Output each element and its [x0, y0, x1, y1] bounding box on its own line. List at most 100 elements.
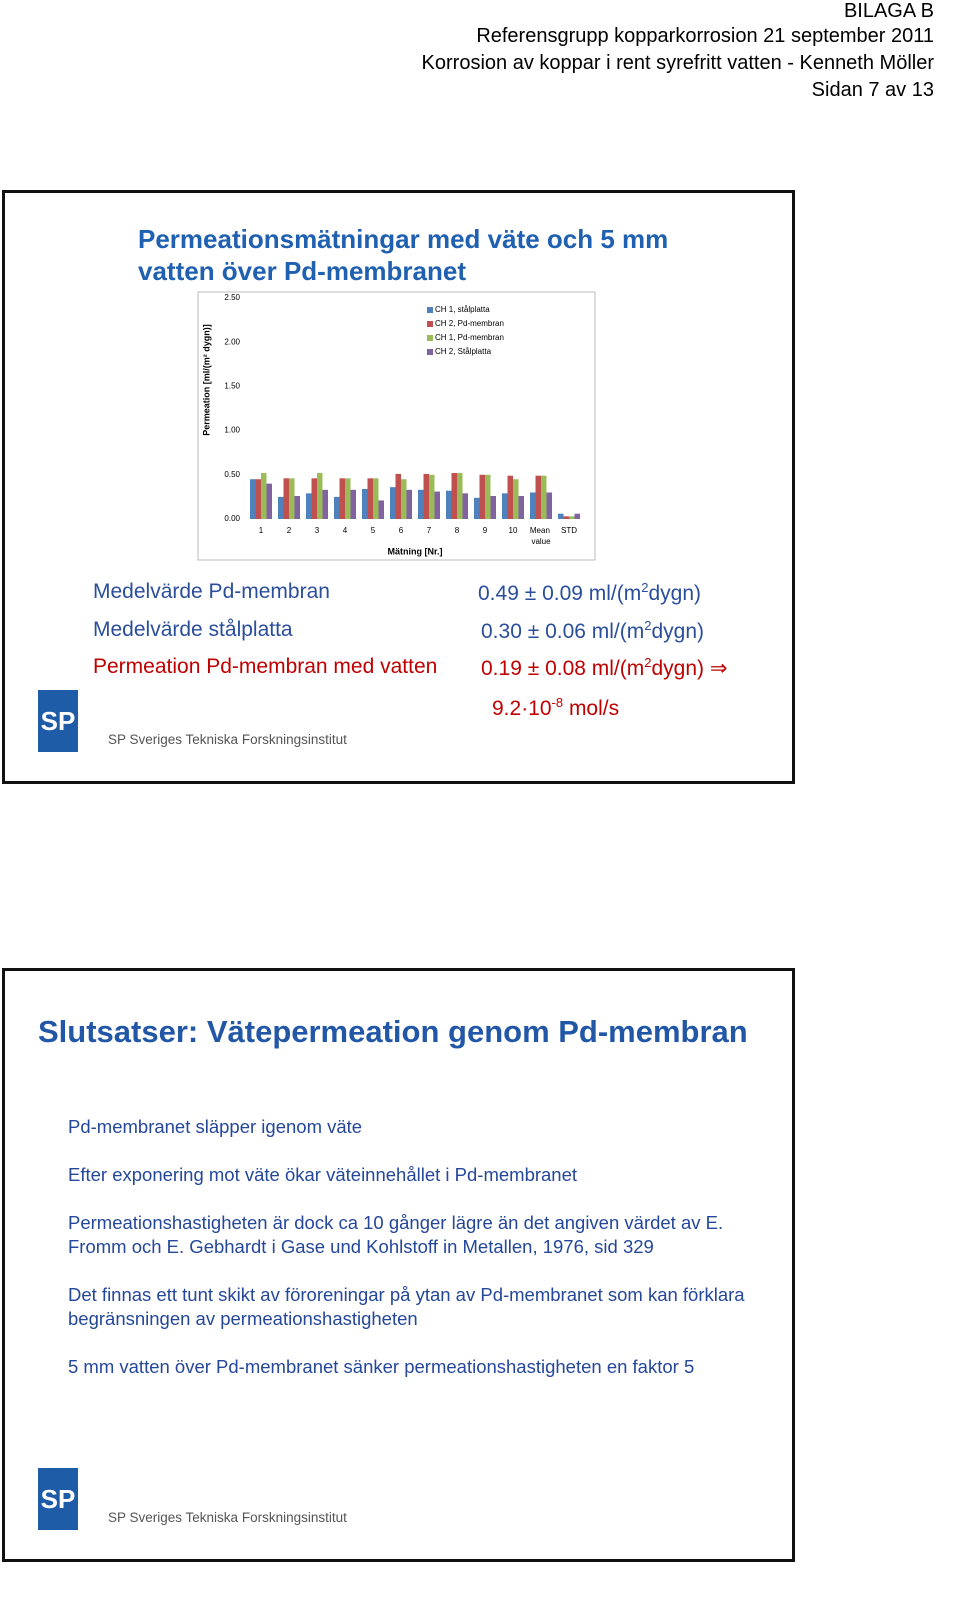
bar: [311, 478, 317, 519]
chart: Permeation [ml/(m² dygn)] Mätning [Nr.] …: [197, 291, 596, 561]
bullet: 5 mm vatten över Pd-membranet sänker per…: [68, 1356, 695, 1377]
bar: [451, 473, 457, 519]
bar: [485, 474, 491, 519]
y-axis-label: Permeation [ml/(m² dygn)]: [201, 324, 211, 436]
legend-swatch: [427, 307, 433, 313]
x-tick-label: Mean value: [530, 526, 552, 546]
legend-label: CH 1, stålplatta: [435, 305, 490, 314]
bar: [306, 493, 312, 519]
bar: [429, 474, 435, 519]
bar: [406, 489, 412, 519]
slide: [2, 968, 795, 1562]
superscript: -8: [551, 695, 564, 710]
bar: [513, 479, 519, 519]
appendix: BILAGA B: [843, 0, 934, 22]
x-tick-label: 3: [315, 526, 320, 535]
logo-mark: SP: [38, 690, 78, 752]
bar: [317, 473, 323, 519]
bar: [255, 479, 261, 519]
bar: [261, 473, 267, 519]
result-value: 0.19 ± 0.08 ml/(m2dygn) ⇒: [481, 655, 727, 681]
bar: [462, 493, 468, 519]
bar: [289, 478, 295, 519]
label-line: Mean: [530, 526, 552, 535]
x-tick-label: 7: [427, 526, 432, 535]
bar: [490, 496, 496, 519]
result-label: Permeation Pd-membran med vatten: [93, 655, 438, 678]
bar: [390, 487, 396, 519]
result-value: 0.30 ± 0.06 ml/(m2dygn): [481, 618, 704, 644]
x-tick-label: 6: [399, 526, 404, 535]
result-value: 0.49 ± 0.09 ml/(m2dygn): [478, 580, 701, 606]
unit: dygn): [651, 620, 705, 643]
logo-mark: SP: [38, 1468, 78, 1530]
legend-label: CH 2, Stålplatta: [435, 347, 492, 356]
header-line: Referensgrupp kopparkorrosion 21 septemb…: [476, 25, 934, 47]
y-tick-label: 0.50: [224, 470, 240, 479]
y-tick-label: 2.50: [224, 293, 240, 302]
bar: [378, 500, 384, 519]
y-tick-label: 1.00: [224, 426, 240, 435]
header-line: Korrosion av koppar i rent syrefritt vat…: [421, 52, 934, 74]
bar: [401, 479, 407, 519]
bar: [250, 479, 256, 519]
bar: [373, 478, 379, 519]
value: 0.49 ± 0.09 ml/(m: [478, 582, 642, 605]
legend-label: CH 2, Pd-membran: [435, 319, 504, 328]
bullet: Permeationshastigheten är dock ca 10 gån…: [68, 1212, 724, 1257]
result-label: Medelvärde Pd-membran: [93, 580, 330, 603]
bar: [574, 513, 580, 519]
bar: [474, 497, 480, 519]
value: 0.19 ± 0.08 ml/(m: [481, 657, 645, 680]
bar: [266, 483, 272, 519]
bar: [563, 516, 569, 519]
chart-frame: [197, 291, 596, 561]
bar: [322, 489, 328, 519]
bar: [367, 478, 373, 519]
page-number: Sidan 7 av 13: [811, 79, 934, 101]
logo-name: SP Sveriges Tekniska Forskningsinstitut: [108, 1510, 347, 1525]
legend-swatch: [427, 349, 433, 355]
y-tick-label: 1.50: [224, 382, 240, 391]
bar: [334, 496, 340, 519]
bar: [546, 492, 552, 519]
x-tick-label: 1: [259, 526, 264, 535]
value: 9.2·10: [492, 697, 552, 720]
bar: [418, 489, 424, 519]
conversion: 9.2·10-8 mol/s: [492, 695, 619, 721]
bar: [278, 496, 284, 519]
superscript: 2: [641, 580, 649, 595]
x-tick-label: 5: [371, 526, 376, 535]
bar: [345, 478, 351, 519]
bar: [541, 475, 547, 519]
bar: [350, 489, 356, 519]
bullet: Efter exponering mot väte ökar väteinneh…: [68, 1164, 578, 1185]
slide-title: Slutsatser: Vätepermeation genom Pd-memb…: [38, 1014, 748, 1049]
bar: [558, 513, 564, 519]
x-tick-label: 2: [287, 526, 292, 535]
x-tick-label: 8: [455, 526, 460, 535]
label-line: value: [531, 537, 551, 546]
x-tick-label: 9: [483, 526, 488, 535]
bar: [507, 475, 513, 519]
value: 0.30 ± 0.06 ml/(m: [481, 620, 645, 643]
bar: [479, 474, 485, 519]
unit: dygn) ⇒: [651, 657, 728, 680]
bullet: Pd-membranet släpper igenom väte: [68, 1116, 363, 1137]
bullet: Det finnas ett tunt skikt av föroreninga…: [68, 1284, 745, 1329]
legend-swatch: [427, 335, 433, 341]
bar: [446, 490, 452, 519]
bar: [518, 496, 524, 519]
x-tick-label: 4: [343, 526, 348, 535]
bar: [530, 492, 536, 519]
x-axis-label: Mätning [Nr.]: [388, 546, 443, 556]
superscript: 2: [644, 618, 652, 633]
bar: [283, 478, 289, 519]
bar: [434, 491, 440, 519]
bar: [362, 488, 368, 519]
superscript: 2: [644, 655, 652, 670]
result-label: Medelvärde stålplatta: [93, 618, 293, 641]
legend-label: CH 1, Pd-membran: [435, 333, 504, 342]
y-tick-label: 2.00: [224, 337, 240, 346]
